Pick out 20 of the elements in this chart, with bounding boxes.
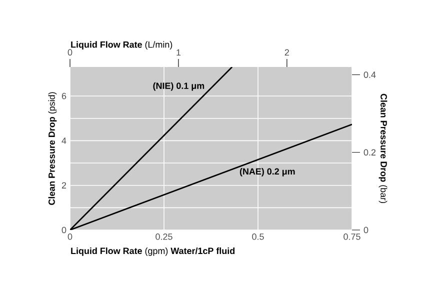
series-label: (NAE) 0.2 μm bbox=[240, 168, 295, 176]
x2-tick-label: 0 bbox=[68, 49, 72, 56]
x-axis-title: Liquid Flow Rate (gpm) Water/1cP fluid bbox=[71, 247, 234, 256]
y-tick-label: 4 bbox=[62, 138, 66, 144]
y-axis-title: Clean Pressure Drop (psid) bbox=[48, 92, 57, 205]
x2-axis-title: Liquid Flow Rate (L/min) bbox=[71, 41, 172, 50]
y2-tick-label: 0.2 bbox=[364, 149, 376, 156]
x-tick-label: 0.75 bbox=[344, 234, 360, 240]
x-tick-label: 0.5 bbox=[252, 234, 264, 240]
x-tick-label: 0.25 bbox=[156, 234, 172, 240]
y-tick-label: 2 bbox=[62, 182, 66, 188]
y2-axis-title: Clean Pressure Drop (bar) bbox=[378, 94, 388, 204]
x-tick-label: 0 bbox=[68, 234, 72, 240]
y-tick-label: 6 bbox=[62, 92, 66, 100]
x2-tick-label: 1 bbox=[176, 49, 181, 56]
x2-tick-label: 2 bbox=[284, 49, 289, 56]
y-tick-label: 0 bbox=[62, 226, 66, 234]
y2-tick-label: 0 bbox=[364, 226, 368, 234]
series-label: (NIE) 0.1 μm bbox=[153, 82, 204, 91]
y2-tick-label: 0.4 bbox=[364, 72, 376, 78]
